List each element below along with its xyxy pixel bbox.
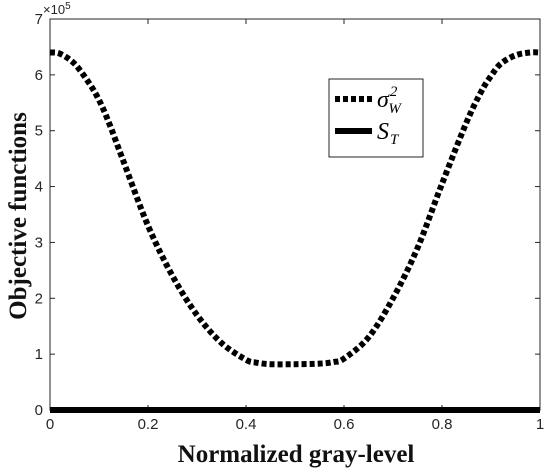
x-tick-label: 0.2 xyxy=(138,416,159,433)
y-tick-label: 7 xyxy=(35,11,43,28)
y-tick-label: 3 xyxy=(35,234,43,251)
plot-area xyxy=(49,18,541,411)
y-axis-exponent: ×105 xyxy=(43,1,71,17)
x-tick-label: 0.4 xyxy=(236,416,257,433)
y-tick-label: 1 xyxy=(35,346,43,363)
x-axis-title: Normalized gray-level xyxy=(178,441,415,468)
y-tick-label: 5 xyxy=(35,123,43,140)
legend-label-series-2: ST xyxy=(377,119,400,148)
legend: σ2 W ST xyxy=(328,78,424,158)
x-tick-label: 0 xyxy=(46,416,54,433)
y-tick-label: 0 xyxy=(35,402,43,419)
series-layer xyxy=(49,49,541,413)
y-tick-label: 4 xyxy=(35,179,43,196)
plot-frame xyxy=(49,18,541,411)
legend-box xyxy=(328,78,424,158)
y-tick-label: 2 xyxy=(35,290,43,307)
x-tick-label: 0.8 xyxy=(432,416,453,433)
y-axis-title: Objective functions xyxy=(5,112,32,320)
x-tick-label: 1 xyxy=(536,416,544,433)
x-axis-ticks: 0 0.2 0.4 0.6 0.8 1 xyxy=(46,19,544,433)
y-tick-label: 6 xyxy=(35,67,43,84)
series-line-1 xyxy=(49,49,541,368)
legend-label-series-1: σ2 W xyxy=(377,84,402,117)
x-tick-label: 0.6 xyxy=(334,416,355,433)
y-axis-ticks: 0 1 2 3 4 5 6 7 xyxy=(35,11,540,419)
